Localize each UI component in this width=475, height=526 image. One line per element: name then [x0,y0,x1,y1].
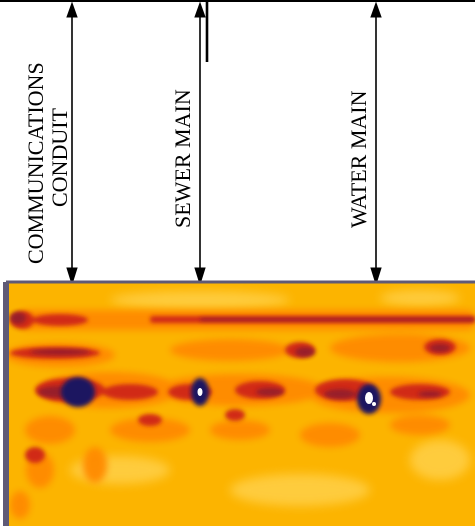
water-label: WATER MAIN [346,90,371,228]
conduit-depth-arrow [66,1,78,286]
conduit-label-line1: COMMUNICATIONS [23,62,48,264]
arrow-down-icon [66,267,78,286]
sewer-label: SEWER MAIN [170,89,195,228]
water-target-blob [357,384,381,414]
sewer-target-blob [191,378,209,406]
sewer-depth-arrow [194,1,206,286]
radar-image [9,283,475,526]
conduit-label-line2: CONDUIT [47,107,72,207]
arrow-up-icon [66,1,78,18]
water-depth-arrow [370,1,382,286]
arrow-up-icon [370,1,382,18]
arrow-down-icon [370,267,382,286]
conduit-target-blob [61,377,95,407]
arrow-down-icon [194,267,206,286]
arrow-up-icon [194,1,206,18]
